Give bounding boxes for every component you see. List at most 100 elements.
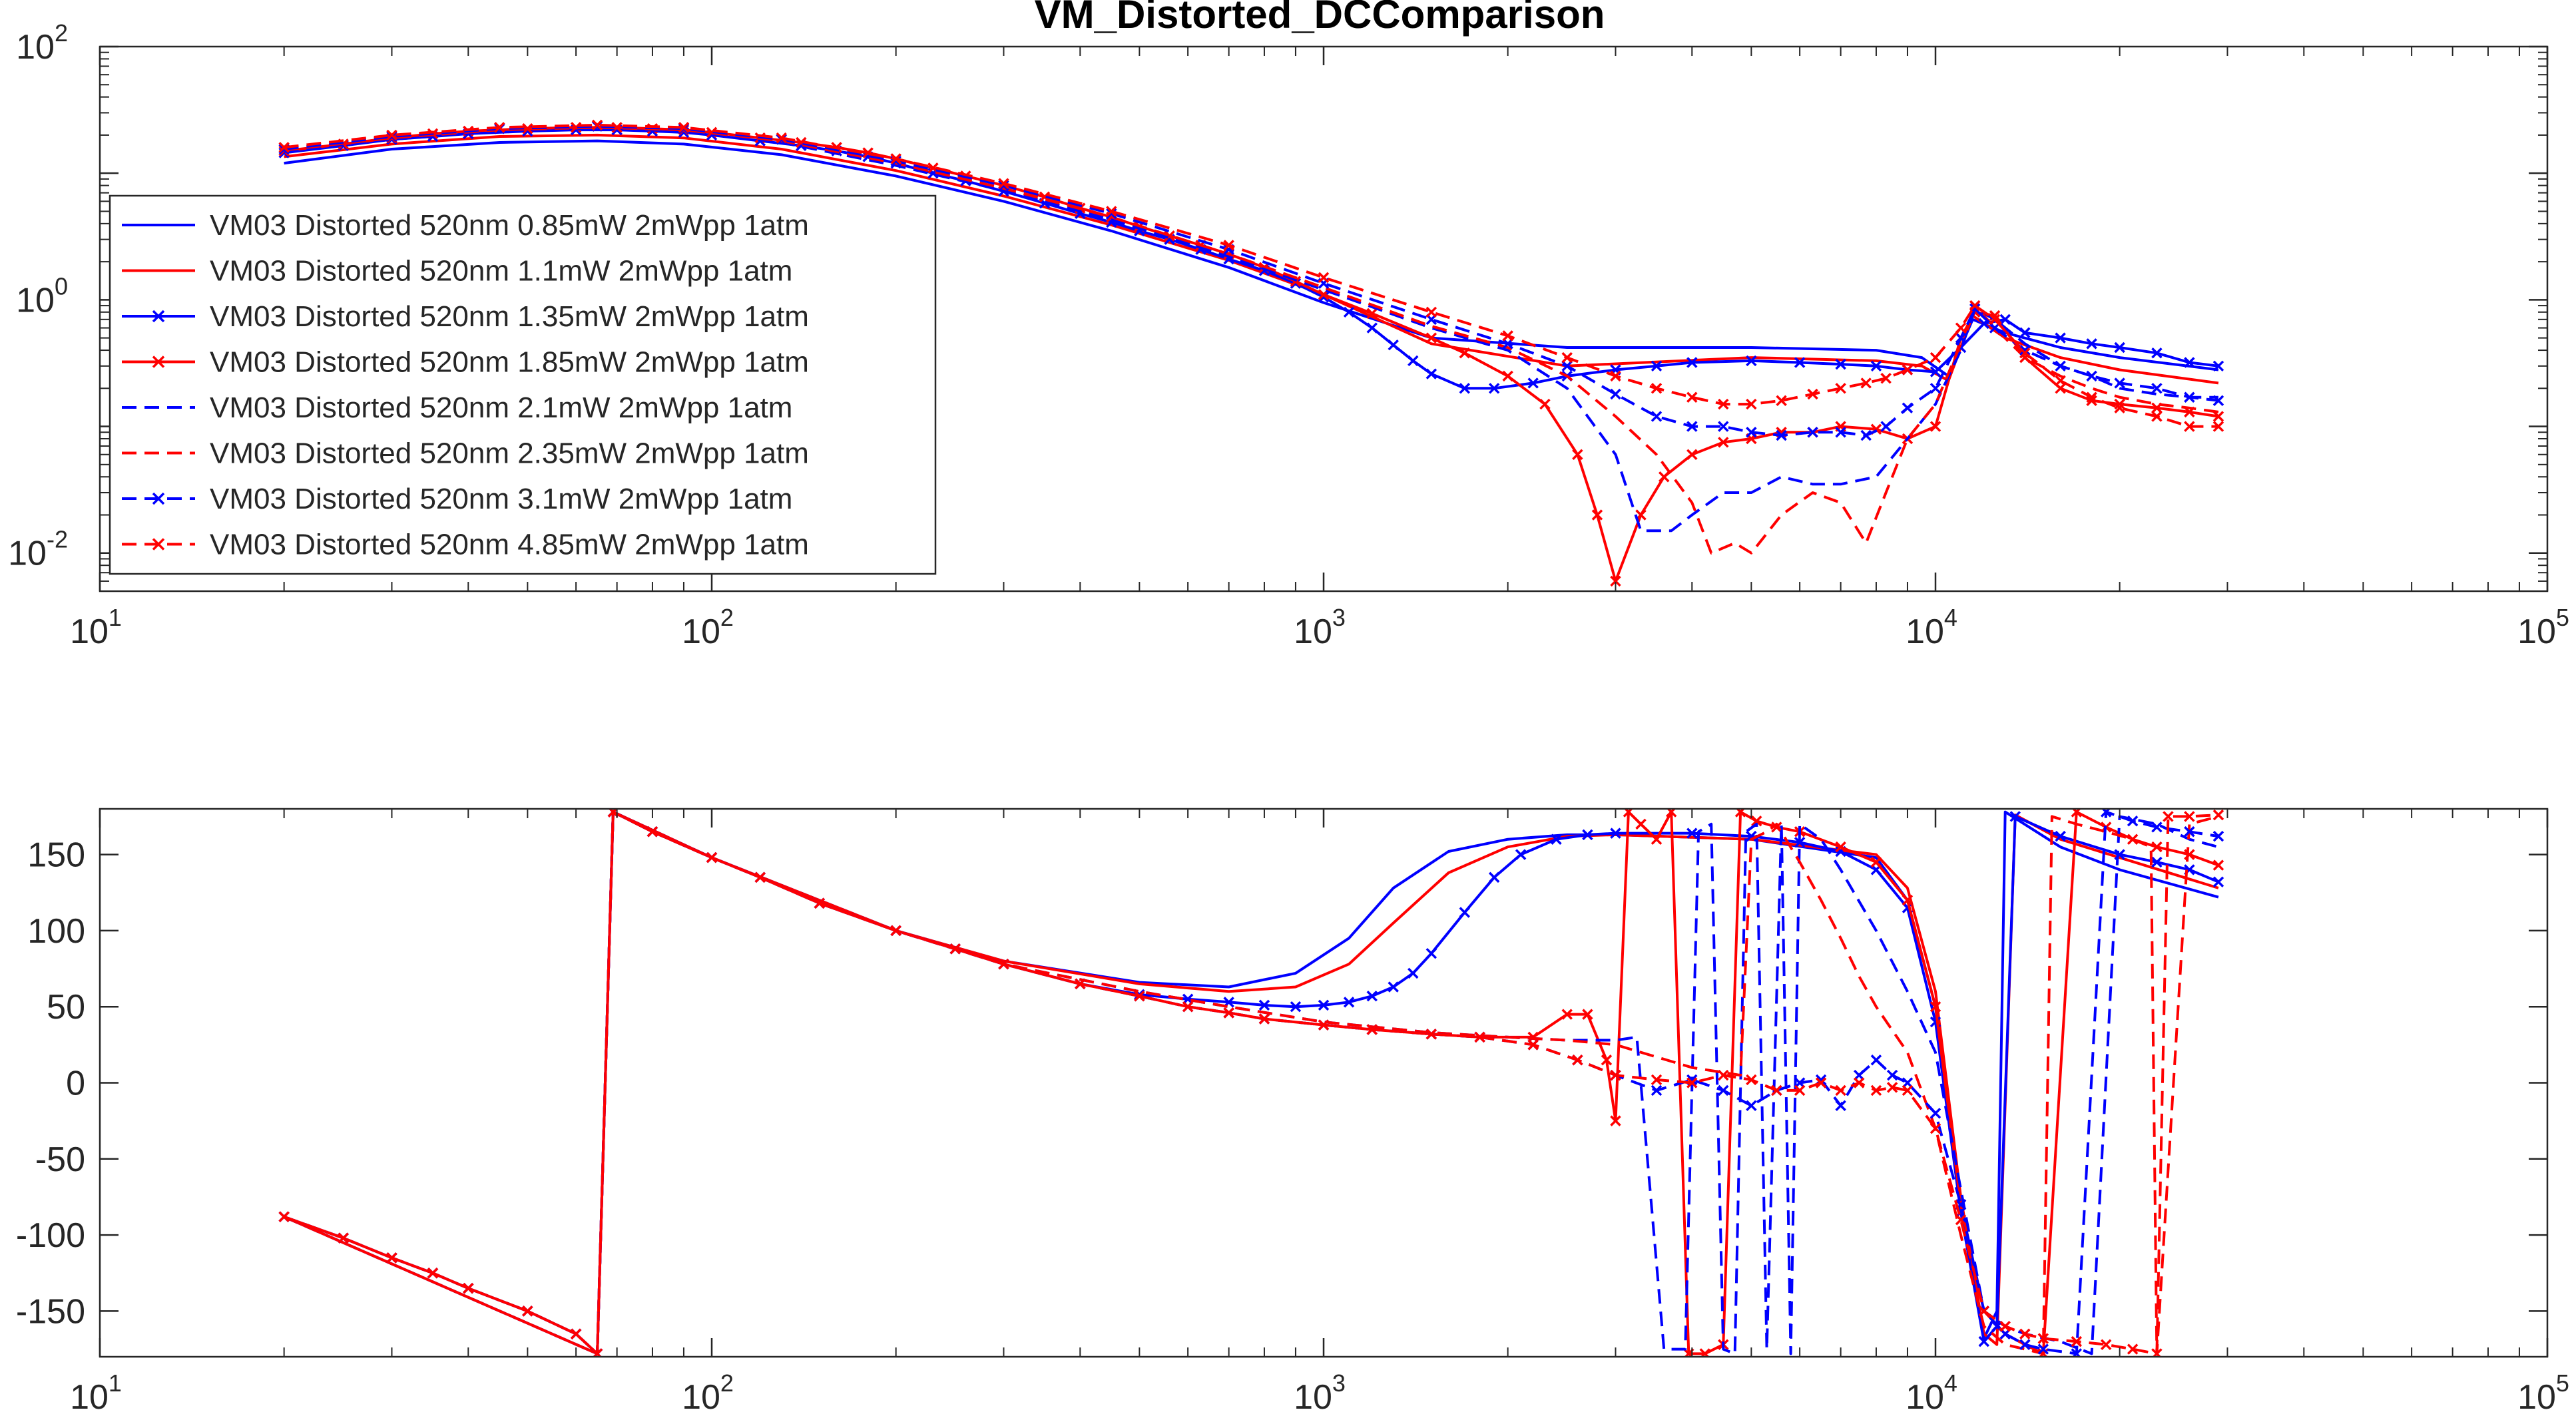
data-point [2127, 816, 2139, 827]
data-point [1978, 1335, 1990, 1347]
y-tick-label: 50 [47, 988, 85, 1027]
data-point [1718, 1069, 1729, 1081]
data-point [2127, 833, 2139, 845]
data-point [706, 851, 718, 863]
data-point [591, 119, 603, 131]
data-point [2212, 421, 2224, 432]
data-point [2086, 391, 2097, 403]
data-point [2212, 395, 2224, 406]
data-point [1746, 427, 1757, 438]
data-point [1746, 830, 1757, 842]
data-point [1978, 1306, 1990, 1317]
data-point [1572, 1054, 1583, 1066]
data-point [1425, 332, 1437, 344]
series-line-7 [284, 124, 2219, 437]
data-point [2037, 1343, 2049, 1355]
data-point [1134, 990, 1145, 1002]
data-point [1771, 1084, 1782, 1096]
data-point [1746, 1074, 1757, 1086]
data-point [1902, 1084, 1914, 1096]
data-point [1718, 421, 1729, 432]
data-point [1474, 1031, 1485, 1043]
data-point [2163, 811, 2174, 822]
data-point [2055, 360, 2066, 372]
data-point [1551, 833, 1562, 845]
data-point [1955, 1214, 1967, 1226]
data-point [278, 1211, 290, 1222]
data-point [1969, 300, 1981, 312]
x-tick-label: 102 [682, 1369, 734, 1417]
data-point [1807, 427, 1818, 438]
data-point [1515, 849, 1527, 860]
data-point [1686, 828, 1698, 839]
data-point [2019, 1339, 2031, 1350]
series-group [278, 809, 2224, 1357]
series-group [278, 119, 2224, 587]
data-point [1366, 1024, 1378, 1035]
data-point [2212, 859, 2224, 871]
data-point [1902, 364, 1914, 375]
data-point [1502, 330, 1513, 342]
x-tick-label: 101 [70, 1369, 122, 1417]
y-tick-label: 0 [66, 1065, 85, 1103]
legend-label: VM03 Distorted 520nm 2.1mW 2mWpp 1atm [210, 391, 792, 424]
legend-item: VM03 Distorted 520nm 2.1mW 2mWpp 1atm [122, 391, 792, 424]
data-point [1182, 1001, 1194, 1013]
data-point [1318, 1019, 1330, 1031]
data-point [2151, 1348, 2163, 1357]
data-point [1746, 398, 1757, 410]
data-point [678, 122, 690, 133]
data-point [1582, 1009, 1593, 1020]
data-point [2055, 332, 2066, 344]
y-tick-label: 102 [16, 19, 68, 67]
data-point [1075, 978, 1086, 990]
legend-label: VM03 Distorted 520nm 1.85mW 2mWpp 1atm [210, 346, 809, 379]
data-point [2212, 360, 2224, 372]
data-point [1561, 1009, 1573, 1020]
data-point [2055, 830, 2066, 842]
data-point [1610, 1115, 1621, 1126]
data-point [1388, 981, 1399, 993]
data-point [2212, 830, 2224, 842]
data-point [1258, 1013, 1270, 1025]
data-point [1794, 357, 1806, 368]
data-point [1794, 1084, 1806, 1096]
data-point [1870, 1084, 1882, 1096]
legend-label: VM03 Distorted 520nm 4.85mW 2mWpp 1atm [210, 529, 809, 561]
data-point [1886, 1082, 1898, 1093]
data-point [1318, 999, 1330, 1011]
data-point [998, 958, 1009, 970]
data-point [1366, 322, 1378, 334]
data-point [427, 1268, 439, 1279]
data-point [1807, 388, 1818, 400]
data-point [1999, 314, 2011, 326]
x-tick-label: 104 [1906, 604, 1957, 651]
legend-item: VM03 Distorted 520nm 2.35mW 2mWpp 1atm [122, 437, 809, 470]
data-point [1886, 1069, 1898, 1081]
legend-label: VM03 Distorted 520nm 3.1mW 2mWpp 1atm [210, 483, 792, 515]
data-point [1651, 833, 1663, 845]
data-point [1425, 306, 1437, 318]
data-point [338, 1232, 349, 1244]
data-point [1408, 355, 1419, 367]
data-point [754, 871, 766, 883]
data-point [278, 142, 290, 153]
data-point [814, 897, 826, 909]
data-point [2009, 811, 2021, 822]
data-point [1527, 1039, 1539, 1051]
data-point [1527, 377, 1539, 389]
data-point [591, 1348, 603, 1357]
y-tick-label: -150 [16, 1292, 85, 1331]
data-point [1880, 373, 1892, 384]
data-point [646, 826, 658, 837]
data-point [1425, 947, 1437, 959]
data-point [494, 122, 505, 133]
data-point [2019, 327, 2031, 338]
data-point [2184, 811, 2195, 822]
data-point [2019, 348, 2031, 359]
data-point [1610, 388, 1621, 400]
data-point [607, 809, 619, 818]
series-line-6 [283, 810, 2219, 1355]
data-point [1635, 818, 1647, 830]
data-point [1425, 1029, 1437, 1040]
